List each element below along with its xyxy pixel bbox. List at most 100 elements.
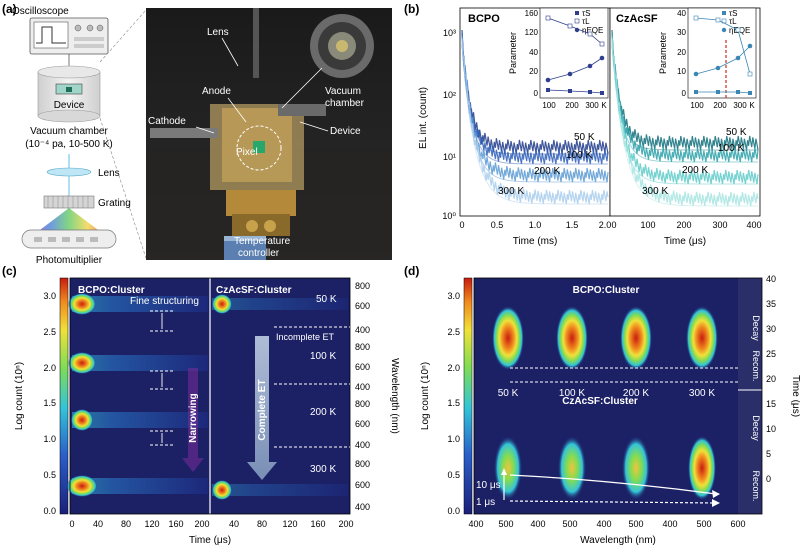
d-peak-bottom-1	[558, 436, 586, 500]
inset-mark-insetL-1-1	[567, 71, 573, 77]
c-colorbar-ticks: 3.0 2.5 2.0 1.5 1.0 0.5 0.0	[43, 291, 56, 516]
decay-noise-bRightTraces-2	[611, 43, 758, 185]
panel-d-tag: (d)	[404, 264, 419, 278]
b-ytick-2: 10²	[443, 90, 456, 100]
oscilloscope-label: Oscilloscope	[12, 6, 69, 17]
d-curve-arrowhead	[712, 490, 720, 498]
dispersed-light	[32, 208, 106, 236]
inset-l-leg-2: ηEQE	[582, 26, 603, 35]
inset-l-ylabel: Parameter	[508, 32, 518, 74]
photo-temp-label-1: Temperature	[234, 236, 291, 247]
inset-r-leg-0: τS	[729, 9, 738, 18]
b-rx-2: 200	[676, 220, 691, 230]
inset-r-xtick-1: 200	[713, 101, 727, 110]
d-temps: 50 K 100 K 200 K 300 K	[498, 388, 716, 399]
decay-noise-bLeftTraces-1	[461, 43, 608, 165]
inset-mark-insetL-1-2	[587, 63, 593, 69]
inset-mark-insetR-2-3	[748, 91, 752, 95]
c-x-8: 120	[282, 519, 297, 529]
inset-r-ytick-4: 0	[682, 89, 687, 98]
d-right-ylabel: Time (μs)	[790, 375, 800, 417]
inset-r-leg-1: τL	[729, 17, 737, 26]
inset-l-ytick-1: 120	[525, 28, 539, 37]
inset-line-insetL-2	[547, 89, 603, 94]
inset-r-xtick-0: 100	[690, 101, 704, 110]
c-peak-left-2	[70, 409, 94, 431]
d-cb-1: 2.5	[447, 327, 460, 337]
chamber-condition-label: (10⁻⁴ pa, 10-500 K)	[25, 139, 112, 150]
d-peak-top-2	[620, 306, 652, 370]
c-x-2: 80	[121, 519, 131, 529]
inset-r-xtick-3: K	[749, 101, 755, 110]
b-lx-2: 1.0	[529, 220, 542, 230]
inset-r-ytick-1: 30	[677, 28, 686, 37]
c-wl-600-2: 600	[355, 362, 370, 372]
c-cb-0: 3.0	[43, 291, 56, 301]
c-x-7: 80	[257, 519, 267, 529]
grating-label: Grating	[98, 198, 131, 209]
c-complete-et-label: Complete ET	[257, 379, 268, 440]
inset-l-xtick-2: 300	[585, 101, 599, 110]
b-r-50k: 50 K	[726, 127, 747, 138]
d-decay-top: Decay	[751, 315, 761, 341]
panel-b-left-inset: Parameter 160 120 40 20 0 100 200 300 K …	[508, 7, 609, 110]
lens-label: Lens	[98, 168, 120, 179]
inset-r-ytick-2: 20	[677, 48, 686, 57]
d-x-3: 500	[562, 519, 577, 529]
inset-mark-insetL-0-2	[587, 31, 593, 37]
device-photo	[146, 8, 392, 260]
d-200k: 200 K	[623, 388, 649, 399]
c-plot-frame	[69, 277, 351, 515]
d-t-25: 25	[766, 349, 776, 359]
inset-mark-insetR-2-2	[736, 90, 740, 94]
d-10us: 10 μs	[476, 480, 501, 491]
c-cb-1: 2.5	[43, 327, 56, 337]
d-t-30: 30	[766, 324, 776, 334]
decay-noise-bLeftTraces-3	[461, 43, 608, 205]
b-lx-3: 1.5	[566, 220, 579, 230]
c-trail-left-1	[72, 355, 208, 371]
d-time-arrows	[503, 472, 717, 504]
inset-l-ytick-4: 0	[534, 89, 539, 98]
decay-noise-bRightTraces-3	[611, 43, 758, 207]
device-label: Device	[54, 100, 85, 111]
d-cb-3: 1.5	[447, 398, 460, 408]
inset-mark-insetL-0-1	[567, 23, 573, 29]
c-wl-600-1: 600	[355, 301, 370, 311]
c-50k: 50 K	[316, 294, 337, 305]
c-trail-right-0	[212, 298, 348, 310]
decay-noise-bLeftTraces-2	[461, 43, 608, 183]
d-t-40a: 40	[766, 274, 776, 284]
d-cb-4: 1.0	[447, 434, 460, 444]
panel-d: (d) 3.0 2.5 2.0 1.5 1.0 0.5 0.0 Log coun…	[404, 264, 800, 546]
decay-trace-bLeftTraces-2	[461, 35, 609, 183]
decay-trace-bRightTraces-2	[611, 35, 759, 185]
d-x-4: 400	[596, 519, 611, 529]
c-x-1: 40	[93, 519, 103, 529]
d-side-labels: Decay Recom. Decay Recom.	[751, 315, 761, 501]
inset-l-leg-1: τL	[582, 17, 590, 26]
d-colorbar-ticks: 3.0 2.5 2.0 1.5 1.0 0.5 0.0	[447, 291, 460, 516]
d-recom-top: Recom.	[751, 350, 761, 381]
c-ylabel: Log count (10ⁿ)	[14, 362, 25, 430]
c-x-9: 160	[310, 519, 325, 529]
photo-vacuum-label-2: chamber	[325, 98, 365, 109]
d-peak-bottom-3	[688, 436, 716, 500]
oscilloscope-icon	[29, 17, 109, 55]
panel-c: (c) 3.0 2.5 2.0 1.5 1.0 0.5 0.0 Log coun…	[2, 264, 400, 546]
photo-vacuum-label-1: Vacuum	[325, 86, 361, 97]
inset-line-insetR-1	[695, 45, 751, 75]
c-x-10: 200	[338, 519, 353, 529]
photo-temp-label-2: controller	[238, 248, 280, 259]
inset-mark-insetR-2-1	[716, 90, 720, 94]
c-x-6: 40	[229, 519, 239, 529]
d-1us: 1 μs	[476, 497, 495, 508]
photo-pointers	[195, 37, 329, 134]
decay-noise-bRightTraces-1	[611, 43, 758, 163]
c-dashed-marks	[150, 310, 350, 448]
d-t-10: 10	[766, 424, 776, 434]
d-bottom-title: CzAcSF:Cluster	[562, 396, 638, 407]
inset-mark-insetR-0-0	[693, 15, 699, 21]
